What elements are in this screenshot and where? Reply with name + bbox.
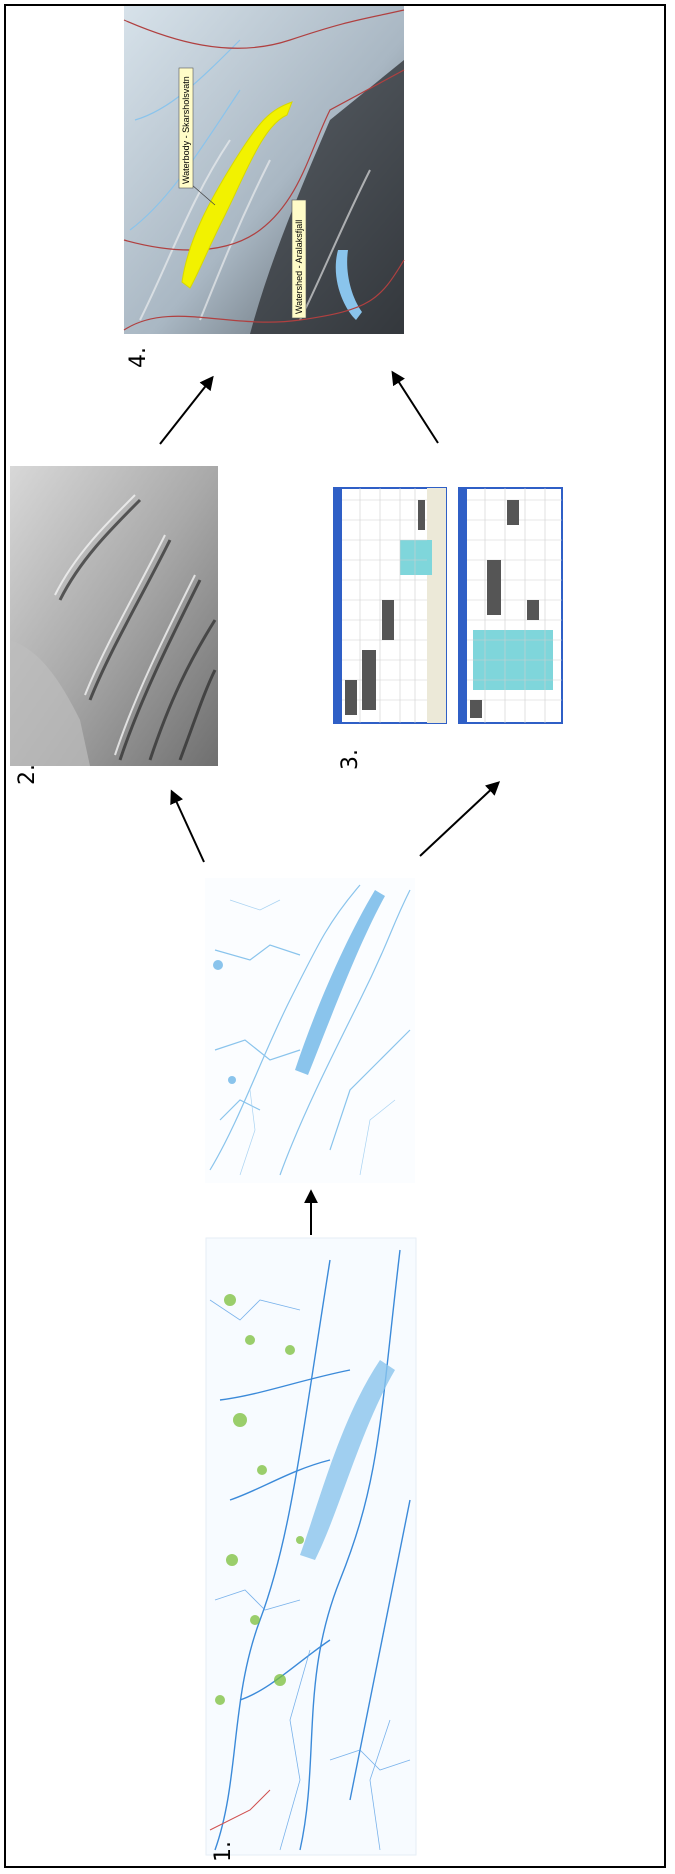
step-label-1: 1. bbox=[211, 1841, 236, 1862]
highlighted-waterbody bbox=[181, 101, 293, 289]
label-watershed: Watershed - Aralaksfjall bbox=[294, 220, 304, 314]
map-step1-raw-data bbox=[205, 1237, 417, 1856]
arrow-step3-to-step4 bbox=[391, 370, 439, 444]
step-label-4: 4. bbox=[126, 347, 151, 368]
attribute-table-1 bbox=[333, 487, 447, 724]
attribute-table-2 bbox=[458, 487, 563, 724]
map-water-network bbox=[205, 878, 415, 1183]
arrow-water-to-step2 bbox=[170, 789, 205, 863]
figure-frame bbox=[4, 4, 666, 1868]
step-label-2: 2. bbox=[15, 764, 40, 785]
arrow-step2-to-step4 bbox=[159, 375, 214, 445]
label-waterbody: Waterbody - Skarsholsvatn bbox=[181, 76, 191, 184]
arrow-water-to-step3 bbox=[419, 781, 501, 857]
map-step4-combined: Waterbody - Skarsholsvatn Watershed - Ar… bbox=[123, 6, 405, 334]
step-label-3: 3. bbox=[338, 749, 363, 770]
map-step2-hillshade bbox=[10, 466, 218, 766]
